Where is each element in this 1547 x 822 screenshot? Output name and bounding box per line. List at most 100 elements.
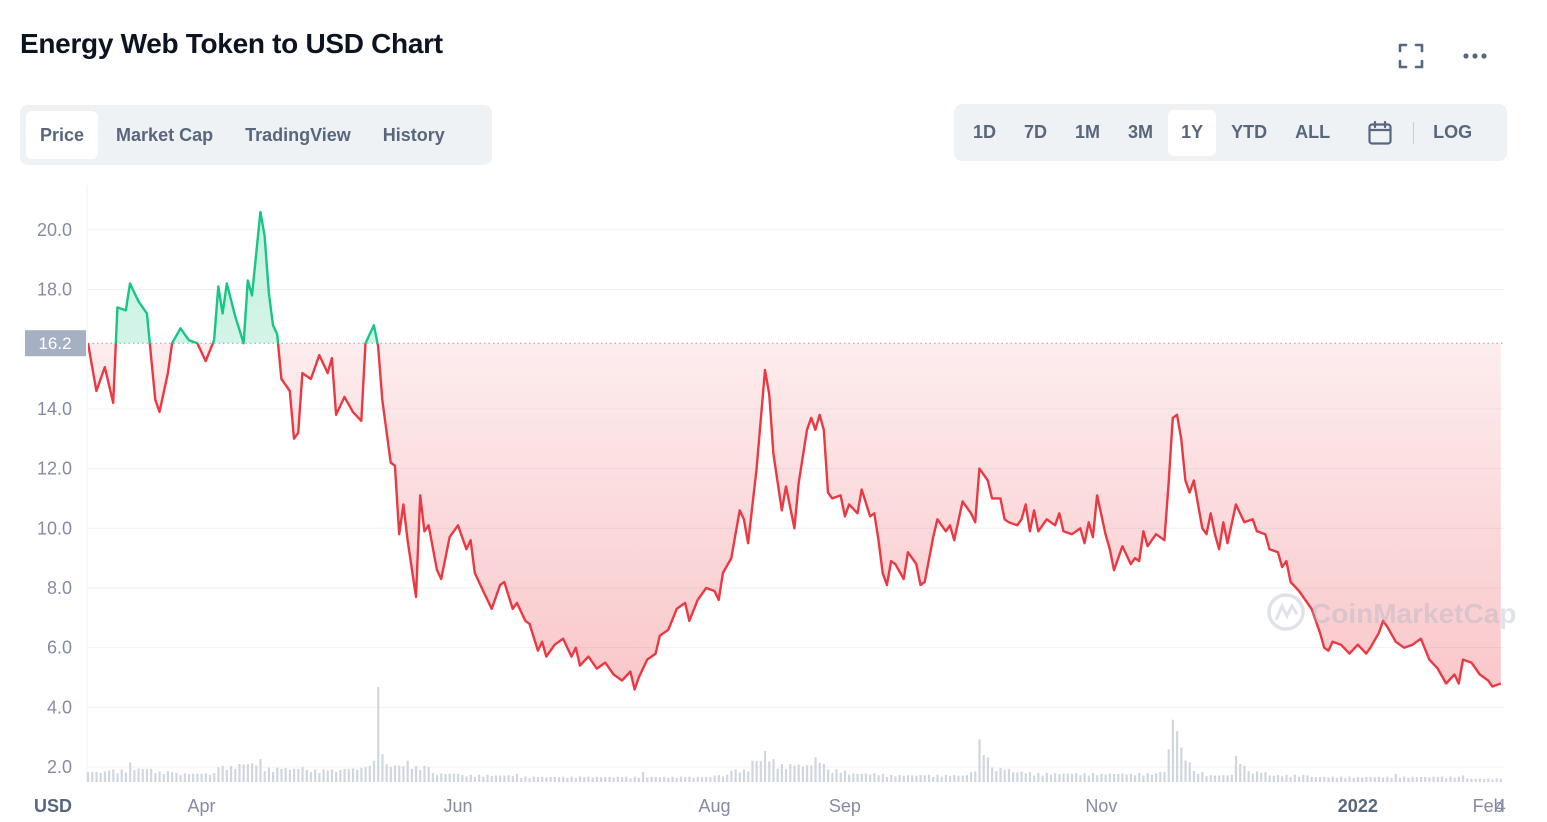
volume-bar [187, 774, 191, 782]
range-3m[interactable]: 3M [1128, 122, 1154, 142]
volume-bar [1327, 777, 1330, 782]
volume-bar [700, 777, 704, 782]
volume-bar [780, 763, 783, 782]
volume-bar [469, 774, 472, 782]
volume-bar [1356, 777, 1360, 782]
volume-bar [250, 763, 254, 782]
volume-bar [679, 776, 683, 782]
volume-bar [612, 777, 615, 782]
tab-price[interactable]: Price [26, 111, 99, 159]
volume-bar [1070, 773, 1074, 782]
volume-bar [621, 777, 624, 782]
volume-bar [881, 773, 884, 782]
volume-bar [343, 768, 346, 782]
volume-bar [1323, 776, 1326, 782]
volume-bar [583, 777, 586, 782]
volume-bar [566, 777, 569, 782]
volume-bar [1037, 772, 1040, 782]
range-all[interactable]: ALL [1295, 122, 1331, 142]
more-horizontal-icon[interactable] [1457, 38, 1493, 74]
volume-bar [1234, 755, 1238, 782]
volume-bar [646, 777, 649, 782]
volume-bar [1096, 775, 1099, 782]
volume-bar [1125, 774, 1128, 782]
volume-bar [1491, 779, 1494, 782]
tab-history[interactable]: History [382, 124, 445, 145]
volume-bar [1218, 775, 1221, 782]
range-1d[interactable]: 1D [973, 122, 997, 142]
volume-bar [1340, 776, 1343, 782]
volume-bar [1226, 775, 1229, 782]
volume-bar [1117, 774, 1120, 782]
volume-bar [1012, 772, 1015, 782]
volume-bar [133, 770, 136, 782]
volume-bar [242, 764, 245, 782]
volume-bar [431, 773, 434, 782]
volume-bar [675, 778, 678, 782]
volume-bar [1197, 773, 1200, 782]
volume-bar [1373, 777, 1376, 782]
volume-bar [1188, 762, 1191, 782]
volume-bar [604, 777, 607, 782]
volume-bar [1066, 773, 1069, 782]
volume-bar [877, 775, 880, 782]
volume-bar [1487, 778, 1490, 782]
volume-bar [1466, 778, 1469, 782]
volume-bar [969, 772, 973, 782]
calendar-icon[interactable] [1353, 110, 1407, 156]
volume-bar [108, 770, 111, 782]
volume-bar [520, 777, 523, 782]
volume-bar [948, 776, 952, 782]
volume-bar [360, 767, 363, 782]
volume-bar [1348, 776, 1351, 782]
range-1m[interactable]: 1M [1075, 122, 1101, 142]
coinmarketcap-logo-mark [1274, 602, 1299, 621]
volume-bar [1230, 774, 1233, 782]
volume-bar [688, 776, 691, 782]
volume-bar [1155, 773, 1158, 782]
volume-bar [427, 767, 430, 782]
volume-bar [154, 773, 157, 782]
y-tick-label: 20.0 [37, 220, 72, 240]
volume-bar [595, 776, 598, 782]
volume-bar [335, 771, 338, 782]
volume-bar [351, 768, 355, 782]
volume-bar [229, 766, 233, 782]
range-7d[interactable]: 7D [1024, 122, 1048, 142]
volume-bar [171, 772, 174, 782]
volume-bar [494, 775, 498, 782]
volume-bar [116, 773, 119, 782]
volume-bar [587, 776, 590, 782]
volume-bar [965, 775, 968, 782]
volume-bar [145, 769, 149, 782]
volume-bar [1276, 775, 1280, 782]
volume-bar [225, 770, 228, 782]
volume-bar [91, 772, 94, 782]
volume-bar [1461, 775, 1465, 782]
volume-bar [1306, 775, 1309, 782]
volume-bar [789, 764, 792, 782]
y-tick-label: 2.0 [47, 757, 72, 777]
range-1y[interactable]: 1Y [1168, 109, 1217, 156]
volume-bar [856, 773, 859, 782]
volume-bar [835, 769, 838, 782]
volume-bar [297, 768, 300, 782]
volume-bar [381, 754, 384, 782]
y-tick-label: 12.0 [37, 459, 72, 479]
tab-market-cap[interactable]: Market Cap [116, 124, 214, 145]
reference-label-bg [25, 330, 86, 357]
tab-tradingview[interactable]: TradingView [245, 124, 351, 145]
volume-bar [831, 773, 834, 782]
volume-bar [356, 769, 359, 782]
volume-bar [410, 768, 413, 782]
volume-bar [608, 776, 611, 782]
volume-bar [1453, 777, 1456, 782]
volume-bar [1382, 777, 1385, 782]
volume-bar [696, 776, 699, 782]
range-ytd[interactable]: YTD [1231, 122, 1268, 142]
volume-bar [1361, 777, 1364, 782]
fullscreen-icon[interactable] [1393, 38, 1429, 74]
volume-bar [1121, 773, 1124, 782]
volume-bar [457, 773, 460, 782]
log-scale-toggle[interactable]: LOG [1433, 122, 1473, 142]
